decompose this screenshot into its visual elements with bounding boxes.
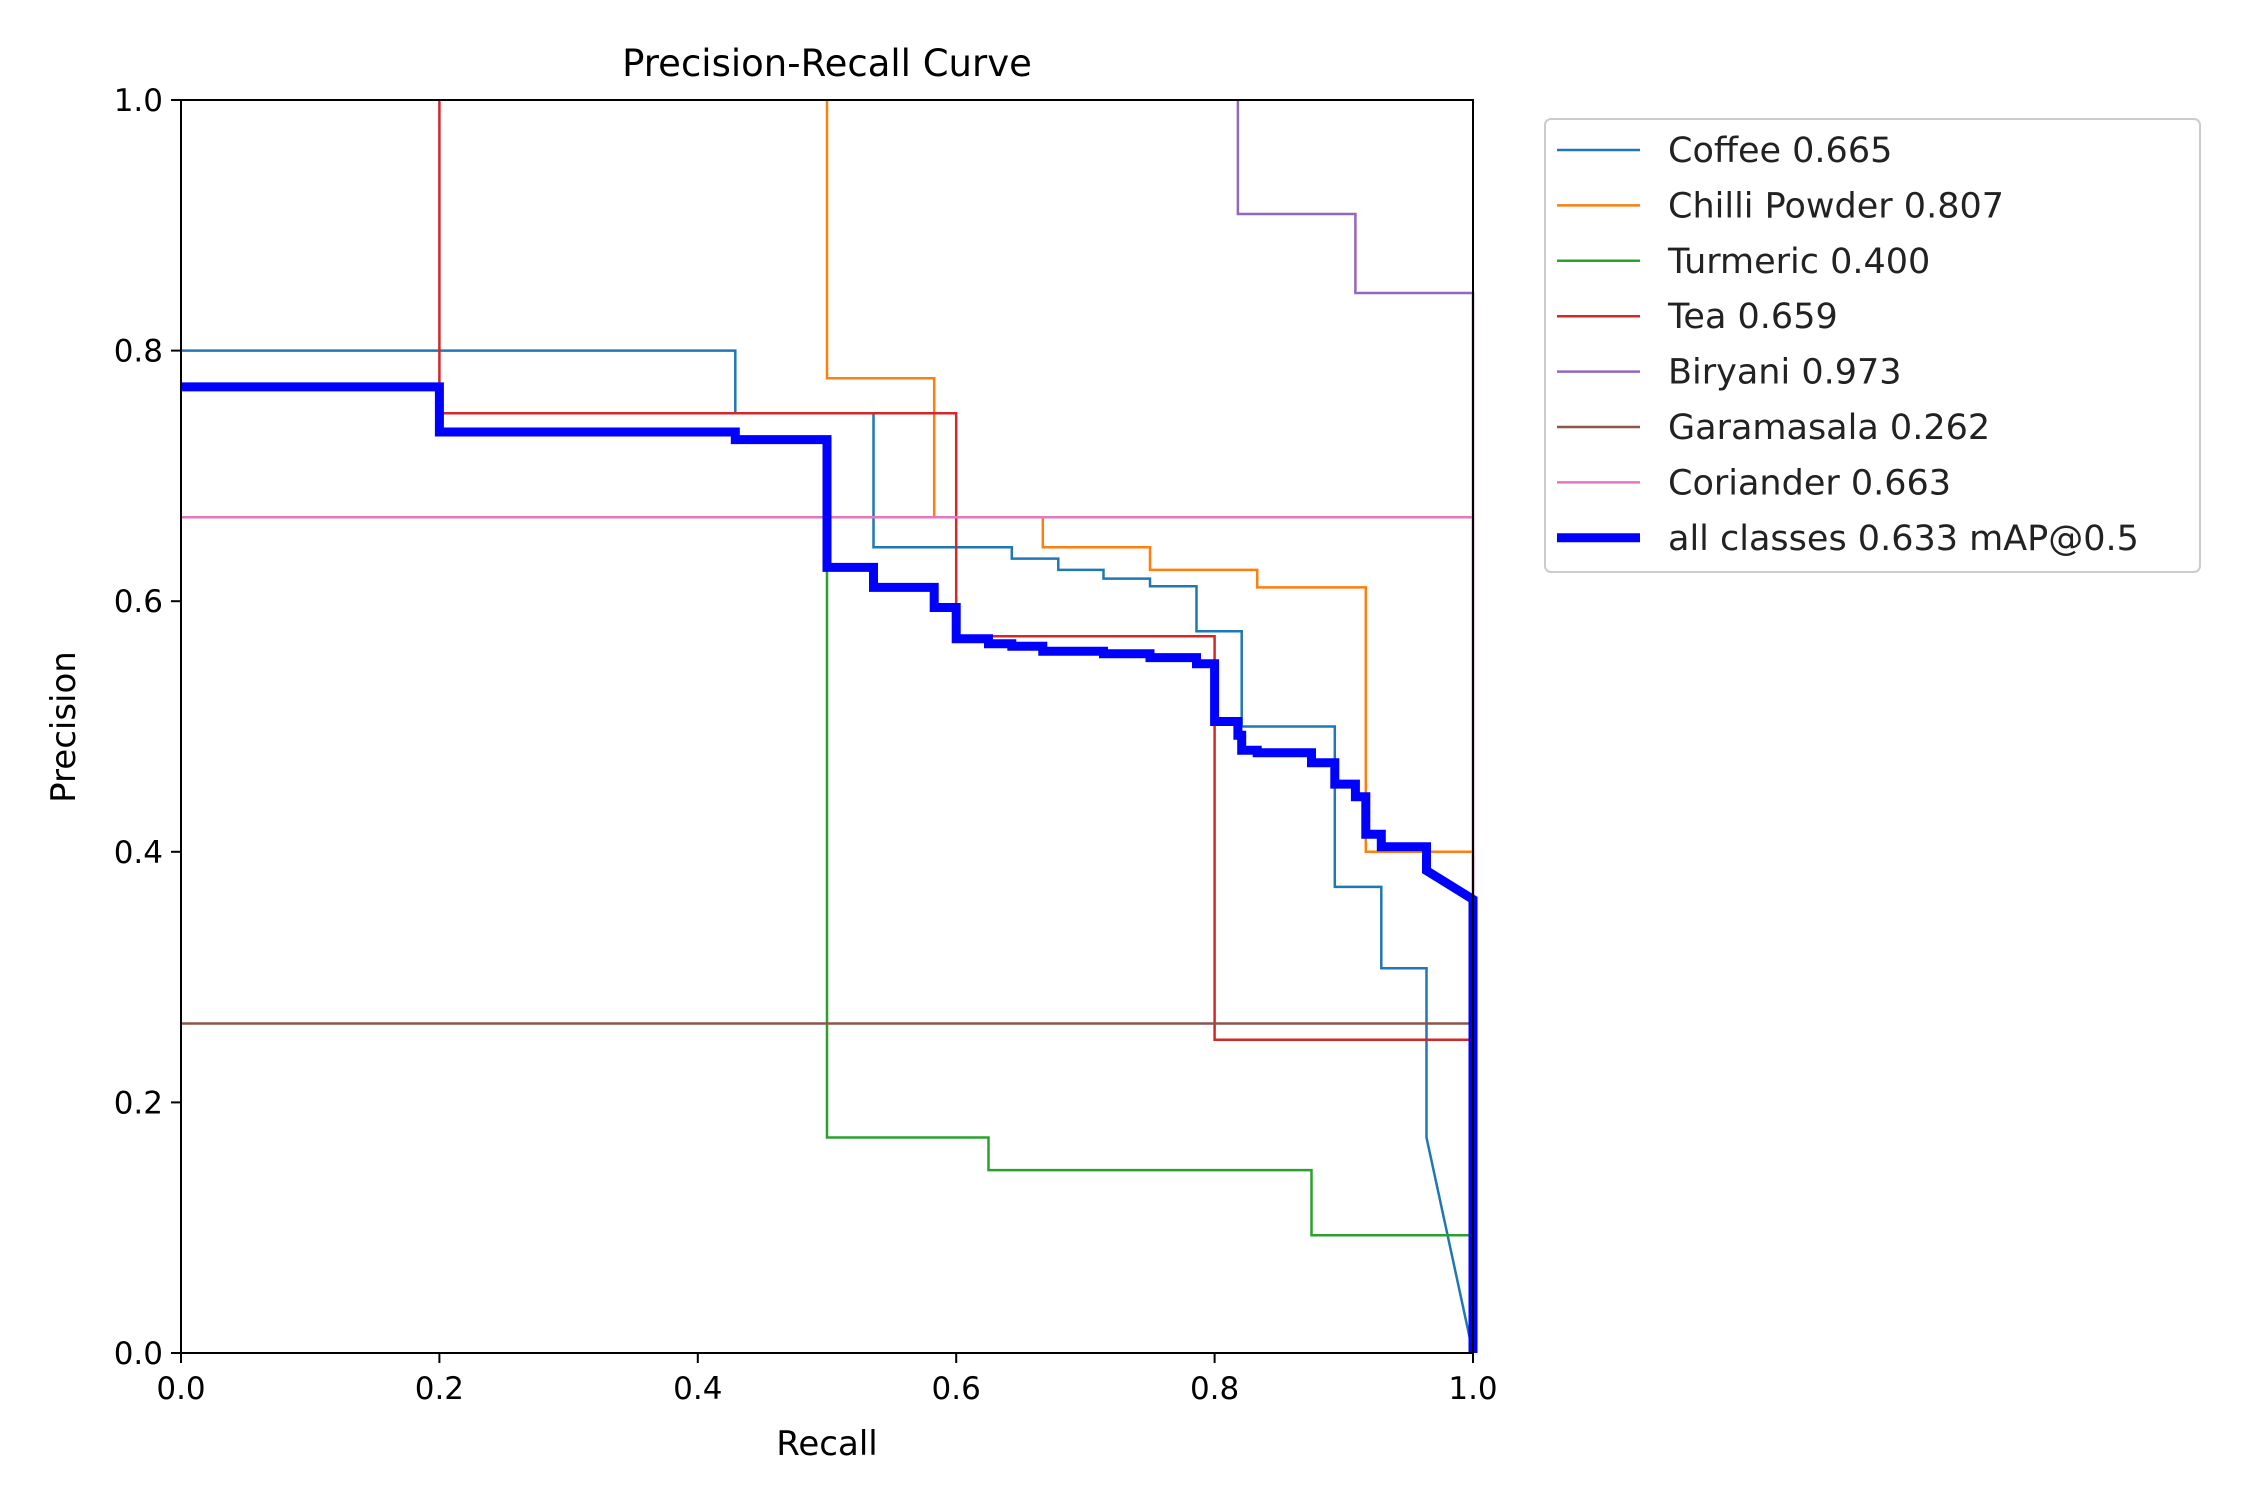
x-tick-label-2: 0.4	[673, 1371, 722, 1407]
y-axis-label: Precision	[44, 651, 84, 803]
y-tick-label-1: 0.2	[114, 1085, 163, 1121]
legend-label-6: Coriander 0.663	[1668, 463, 1951, 503]
y-tick-label-0: 0.0	[114, 1336, 163, 1372]
chart-title: Precision-Recall Curve	[622, 42, 1032, 85]
x-axis-label: Recall	[776, 1424, 877, 1464]
legend-label-1: Chilli Powder 0.807	[1668, 186, 2004, 226]
y-tick-label-4: 0.8	[114, 334, 163, 370]
x-tick-label-4: 0.8	[1190, 1371, 1239, 1407]
y-tick-label-3: 0.6	[114, 584, 163, 620]
series-line-2	[825, 569, 1475, 1353]
legend-label-3: Tea 0.659	[1667, 297, 1838, 337]
legend-label-7: all classes 0.633 mAP@0.5	[1668, 519, 2139, 559]
series-line-0	[181, 349, 1475, 1354]
x-tick-label-3: 0.6	[932, 1371, 981, 1407]
series-line-3	[438, 100, 1475, 1353]
series-line-1	[825, 100, 1475, 1353]
legend: Coffee 0.665 Chilli Powder 0.807 Turmeric …	[1544, 118, 2201, 573]
legend-label-4: Biryani 0.973	[1668, 353, 1902, 393]
y-tick-label-2: 0.4	[114, 835, 163, 871]
series-line-7	[181, 382, 1478, 1353]
legend-box	[1544, 118, 2201, 573]
legend-label-5: Garamasala 0.262	[1668, 408, 1990, 448]
legend-label-0: Coffee 0.665	[1668, 131, 1892, 171]
plot-frame	[180, 99, 1474, 1354]
plot-lines	[181, 100, 1478, 1354]
x-tick-label-5: 1.0	[1448, 1371, 1497, 1407]
x-axis-ticks: 0.0 0.2 0.4 0.6 0.8 1.0	[156, 1353, 1498, 1407]
x-tick-label-1: 0.2	[415, 1371, 464, 1407]
y-tick-label-5: 1.0	[114, 83, 163, 119]
legend-label-2: Turmeric 0.400	[1667, 242, 1930, 282]
y-axis-ticks: 0.0 0.2 0.4 0.6 0.8 1.0	[114, 83, 181, 1372]
x-tick-label-0: 0.0	[156, 1371, 205, 1407]
